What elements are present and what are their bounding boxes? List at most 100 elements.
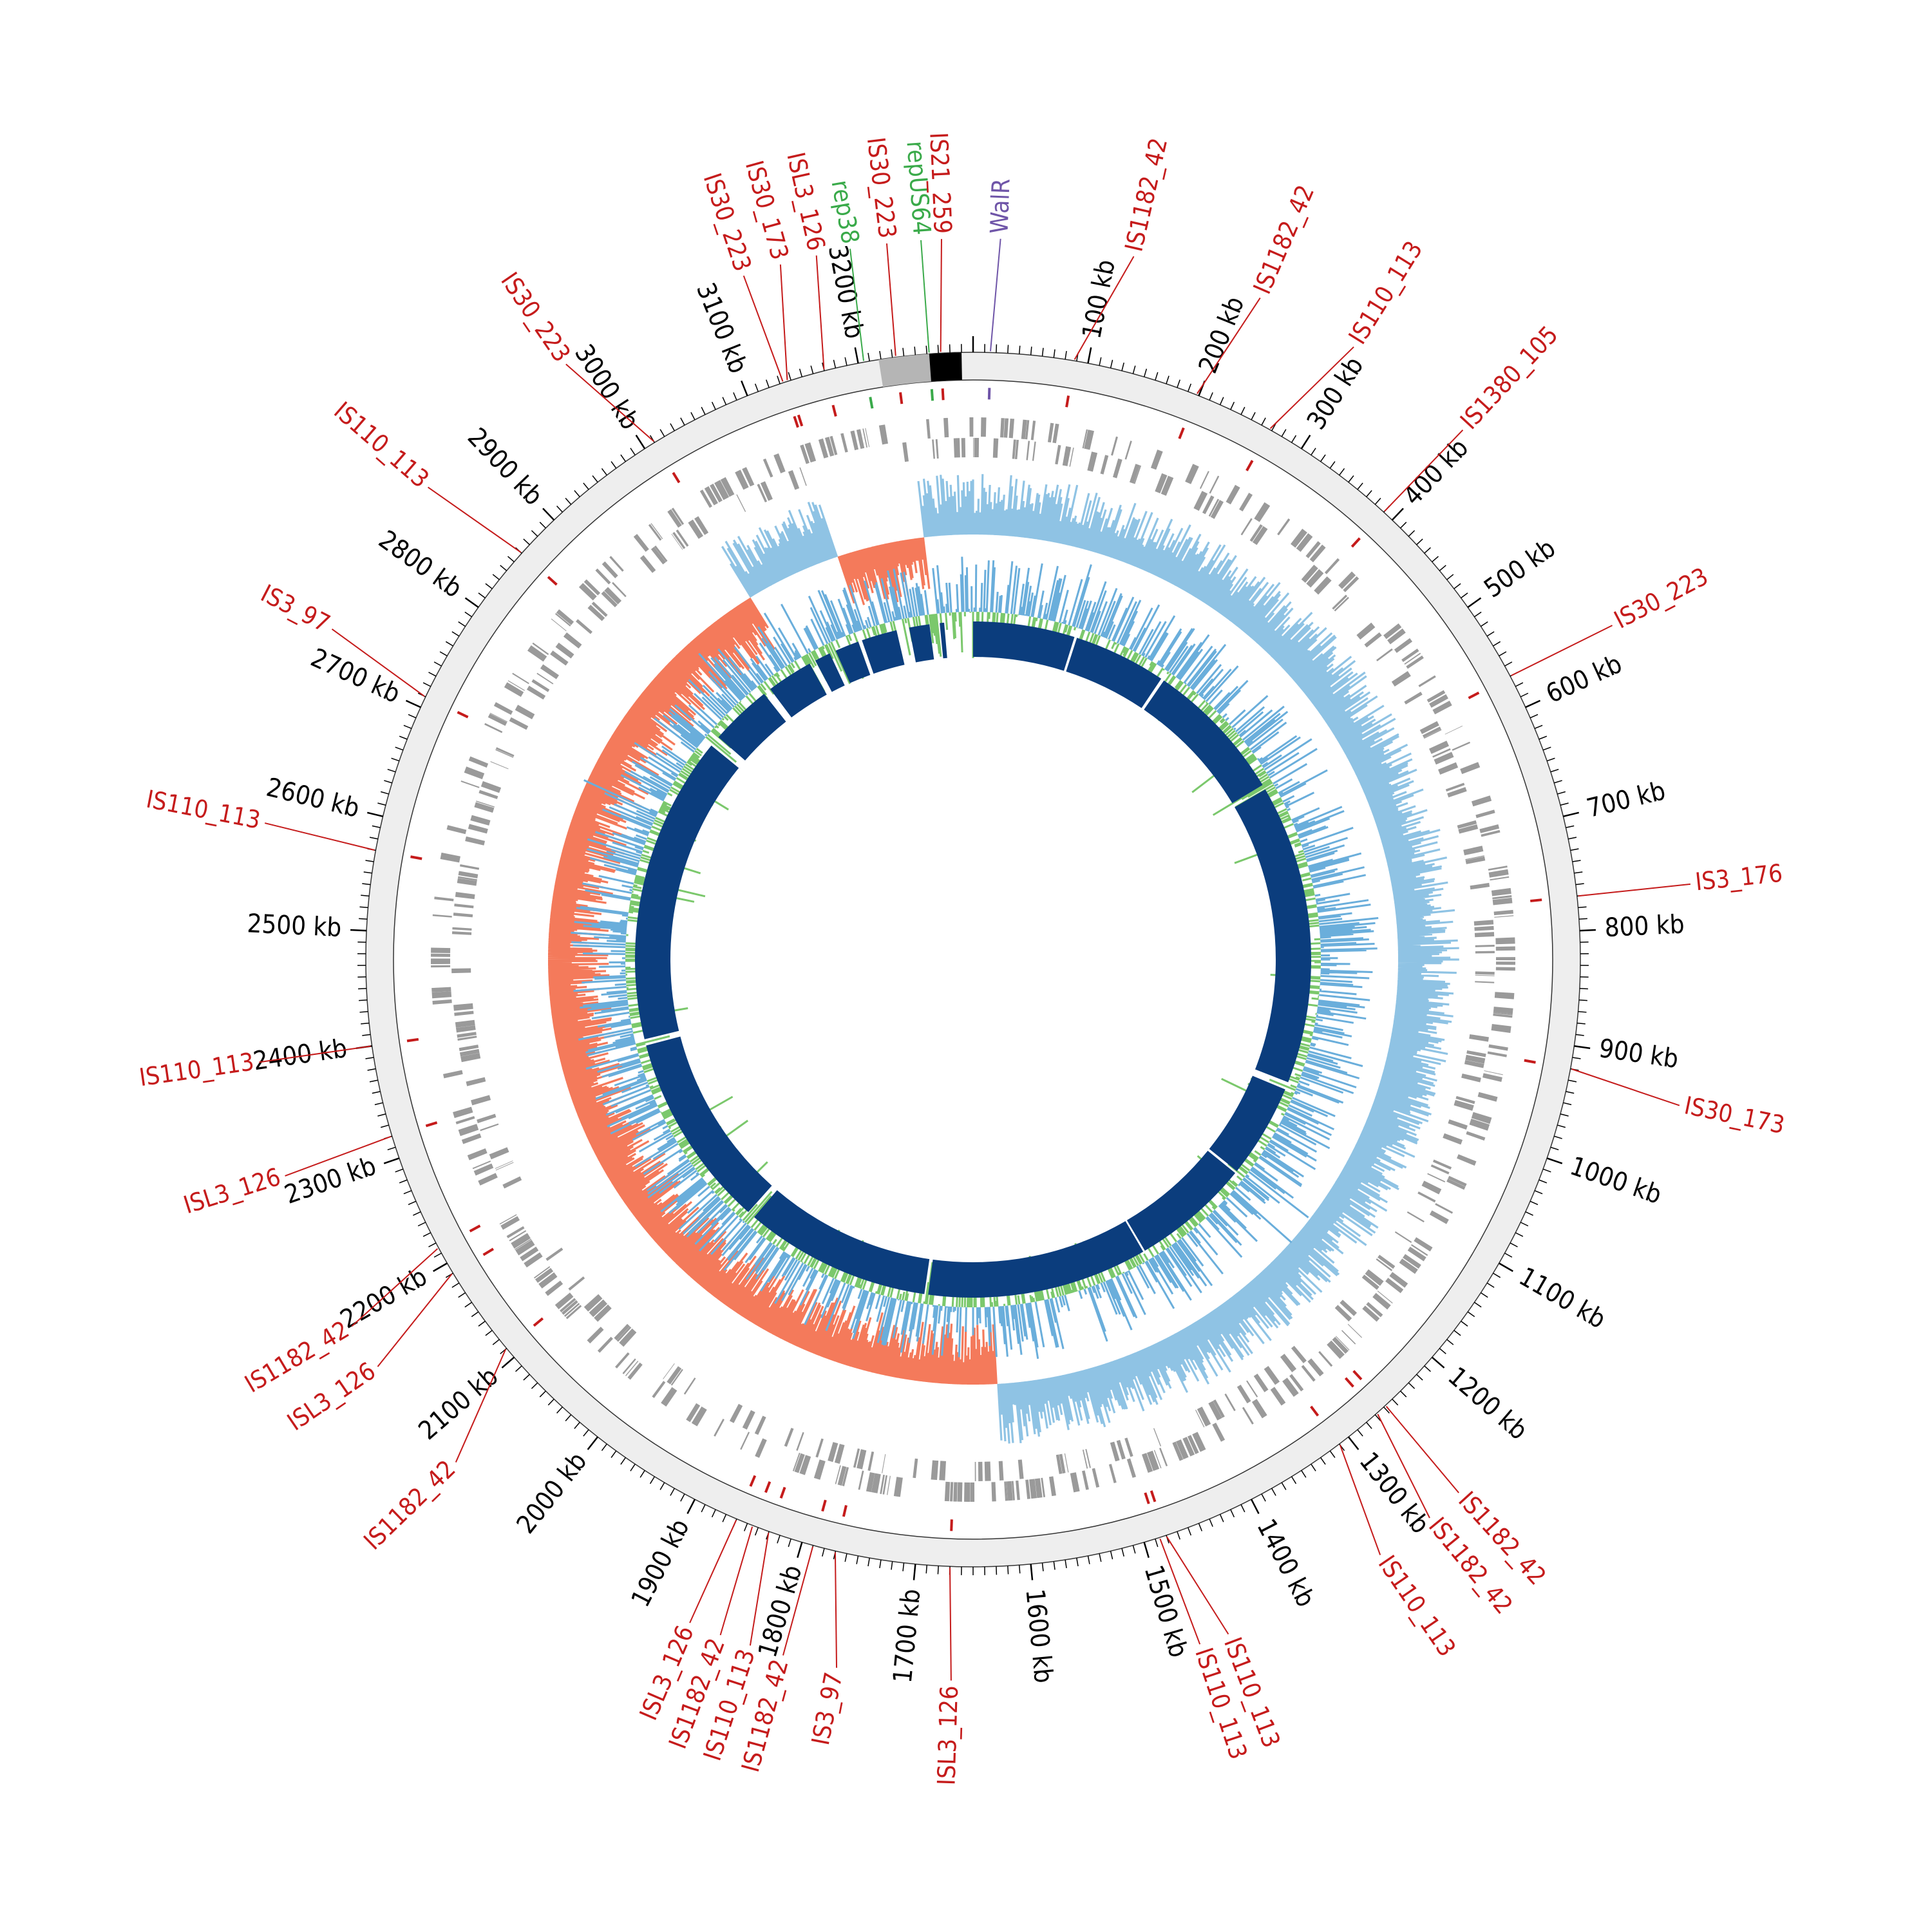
cds-feature [1307,1358,1324,1377]
minor-tick [515,1365,522,1372]
tick-label: 1900 kb [626,1514,696,1611]
cds-feature [493,702,513,715]
minor-tick [1575,1034,1584,1036]
cds-feature [453,1106,473,1119]
cds-feature [524,1252,543,1268]
cds-feature [1264,1366,1280,1385]
minor-tick [788,372,791,381]
cds-feature [969,417,974,437]
cds-feature [1082,429,1088,449]
cds-feature [1482,1073,1502,1082]
minor-tick [1499,651,1507,657]
major-tick [1546,1157,1563,1164]
cds-feature [650,547,666,565]
cds-feature [594,1304,612,1322]
cds-feature [565,1305,582,1320]
cds-feature [1430,1164,1450,1175]
tick-label: 1000 kb [1566,1151,1665,1210]
cds-feature [1448,1119,1468,1130]
minor-tick [1539,1179,1548,1184]
blast-identity-block [1126,1150,1236,1251]
cds-feature [1014,439,1019,459]
blast-identity-block [1066,638,1162,708]
cds-feature [1399,1258,1418,1274]
cds-feature [676,529,689,547]
is-element-mark [779,1486,786,1499]
minor-tick [1065,350,1067,360]
cds-feature [1021,419,1027,440]
minor-tick [574,490,580,497]
cds-feature [467,1148,488,1160]
minor-tick [1366,490,1372,497]
is-element-mark [1245,460,1254,471]
cds-feature [1064,1453,1069,1473]
minor-tick [799,368,803,377]
minor-tick [1530,1200,1539,1206]
cds-feature [1481,829,1501,837]
is-element-mark [797,414,804,427]
minor-tick [1546,757,1555,762]
cds-feature [1296,533,1313,552]
minor-tick [1188,1527,1192,1536]
cds-feature [1129,464,1141,484]
minor-tick [701,1504,706,1513]
cds-feature [667,1366,682,1385]
tick-label: 2600 kb [263,773,362,824]
annotation-leader-line [749,1532,770,1646]
tick-label: 700 kb [1584,776,1668,824]
cds-feature [454,1010,474,1016]
cds-feature [792,1452,800,1472]
cds-feature [1126,1458,1137,1478]
cds-feature [1429,1210,1449,1224]
minor-tick [680,417,685,426]
minor-tick [1329,1450,1336,1458]
cds-feature [755,1438,767,1458]
minor-tick [1374,497,1381,505]
minor-tick [1392,1398,1399,1406]
minor-tick [1065,1559,1067,1569]
cds-feature [1385,1278,1404,1294]
minor-tick [1053,349,1056,358]
cds-feature [1327,1340,1345,1359]
annotation-label: IS3_97 [256,579,335,638]
minor-tick [361,1022,370,1025]
cds-feature [468,756,489,768]
annotation-label: IS30_173 [1682,1091,1787,1139]
minor-tick [733,392,737,401]
cds-feature [1082,1470,1089,1490]
cds-feature [754,1416,766,1435]
minor-tick [485,583,493,589]
cds-feature [1495,961,1515,965]
minor-tick [451,1282,460,1288]
minor-tick [1578,999,1587,1001]
cds-feature [686,1403,701,1423]
cds-feature [1052,423,1059,444]
cds-feature [515,705,535,719]
major-tick [1250,1499,1260,1514]
cds-feature [1491,1023,1511,1033]
cds-feature [1007,1481,1013,1501]
cds-feature [1372,1293,1391,1310]
blast-identity-block [770,663,827,718]
annotation-label: IS110_113 [137,1047,256,1092]
minor-tick [1530,714,1539,719]
minor-tick [471,1311,479,1318]
annotation-leader-line [1578,883,1690,897]
annotation-label: IS110_113 [144,785,263,835]
annotation-label: WalR [985,178,1015,234]
minor-tick [362,883,371,886]
cds-feature [533,1266,551,1279]
minor-tick [403,724,412,729]
gc-skew-negative [547,537,998,1385]
cds-feature [935,439,939,459]
cds-feature [1092,1468,1100,1488]
minor-tick [1291,435,1297,443]
cds-feature [1493,1013,1513,1018]
cds-feature [1034,1478,1043,1499]
minor-tick [1230,1509,1235,1518]
blast-identity-block [1209,1075,1285,1171]
cds-feature [953,438,960,458]
cds-feature [1429,694,1448,708]
blast-identity-block [862,630,905,674]
minor-tick [1563,1102,1572,1106]
